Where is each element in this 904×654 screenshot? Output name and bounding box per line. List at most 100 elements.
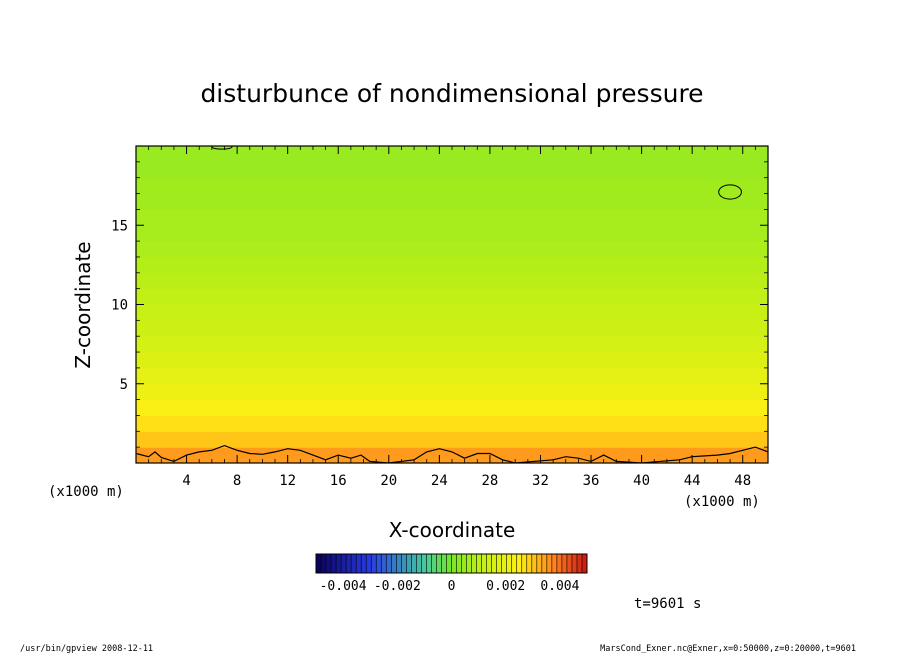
x-tick-label: 20 bbox=[380, 473, 397, 489]
colorbar-segment bbox=[456, 554, 462, 573]
colorbar-segment bbox=[471, 554, 477, 573]
field-band bbox=[136, 209, 768, 226]
x-tick-label: 48 bbox=[734, 473, 751, 489]
colorbar-tick-label: 0.004 bbox=[540, 579, 579, 594]
field-band bbox=[136, 320, 768, 337]
colorbar-segment bbox=[326, 554, 332, 573]
colorbar-segment bbox=[576, 554, 583, 573]
colorbar-segment bbox=[341, 554, 347, 573]
colorbar-segment bbox=[381, 554, 387, 573]
field-band bbox=[136, 146, 768, 163]
colorbar-segment bbox=[441, 554, 447, 573]
x-tick-label: 8 bbox=[233, 473, 241, 489]
colorbar-segment bbox=[316, 554, 322, 573]
colorbar-segment bbox=[501, 554, 508, 573]
x-tick-label: 12 bbox=[279, 473, 296, 489]
field-band bbox=[136, 383, 768, 401]
colorbar-tick-label: 0 bbox=[448, 579, 456, 594]
field-band bbox=[136, 304, 768, 321]
field-band bbox=[136, 256, 768, 274]
colorbar-segment bbox=[556, 554, 563, 573]
x-tick-label: 4 bbox=[182, 473, 190, 489]
field-band bbox=[136, 241, 768, 258]
colorbar-segment bbox=[346, 554, 352, 573]
colorbar-segment bbox=[561, 554, 568, 573]
x-tick-label: 28 bbox=[481, 473, 498, 489]
colorbar-tick-label: -0.004 bbox=[320, 579, 367, 594]
field-band bbox=[136, 225, 768, 242]
colorbar-segment bbox=[566, 554, 573, 573]
x-unit-label-right: (x1000 m) bbox=[684, 494, 760, 510]
y-tick-label: 15 bbox=[111, 218, 128, 234]
colorbar-segment bbox=[361, 554, 367, 573]
colorbar-segment bbox=[421, 554, 427, 573]
colorbar-segment bbox=[511, 554, 518, 573]
colorbar-segment bbox=[451, 554, 457, 573]
chart-title: disturbunce of nondimensional pressure bbox=[200, 79, 703, 108]
field-band bbox=[136, 288, 768, 306]
colorbar-segment bbox=[506, 554, 513, 573]
x-axis: 4 8 12 16 20 24 28 32 36 40 44 48 bbox=[148, 146, 756, 489]
colorbar-segment bbox=[531, 554, 538, 573]
colorbar-segment bbox=[321, 554, 327, 573]
y-tick-label: 5 bbox=[120, 377, 128, 393]
field-band bbox=[136, 161, 768, 179]
x-tick-label: 32 bbox=[532, 473, 549, 489]
y-axis: 5 10 15 bbox=[111, 161, 768, 448]
colorbar-segment bbox=[351, 554, 357, 573]
y-tick-label: 10 bbox=[111, 298, 128, 314]
colorbar-segment bbox=[546, 554, 553, 573]
zero-contour-line bbox=[136, 444, 768, 463]
colorbar-segment bbox=[411, 554, 417, 573]
colorbar-segment bbox=[336, 554, 342, 573]
x-tick-label: 40 bbox=[633, 473, 650, 489]
x-tick-label: 44 bbox=[684, 473, 701, 489]
colorbar-segment bbox=[431, 554, 437, 573]
contour-loop bbox=[718, 184, 742, 200]
time-label: t=9601 s bbox=[634, 596, 701, 612]
colorbar-segment bbox=[491, 554, 497, 573]
colorbar-frame bbox=[315, 553, 588, 574]
colorbar-segment bbox=[401, 554, 407, 573]
y-axis-label: Z-coordinate bbox=[71, 241, 95, 368]
field-band bbox=[136, 352, 768, 369]
colorbar bbox=[315, 553, 588, 574]
footer-left: /usr/bin/gpview 2008-12-11 bbox=[20, 644, 153, 654]
field-band bbox=[136, 415, 768, 432]
colorbar-segment bbox=[426, 554, 432, 573]
field-band bbox=[136, 399, 768, 417]
field-band bbox=[136, 193, 768, 210]
colorbar-segment bbox=[406, 554, 412, 573]
colorbar-segment bbox=[331, 554, 337, 573]
x-tick-label: 16 bbox=[330, 473, 347, 489]
field-band bbox=[136, 336, 768, 353]
x-axis-label: X-coordinate bbox=[389, 518, 516, 542]
colorbar-segment bbox=[466, 554, 472, 573]
colorbar-segment bbox=[486, 554, 492, 573]
colorbar-segment bbox=[416, 554, 422, 573]
colorbar-segment bbox=[526, 554, 533, 573]
colorbar-segment bbox=[476, 554, 482, 573]
pressure-field bbox=[136, 146, 768, 463]
colorbar-segment bbox=[516, 554, 523, 573]
colorbar-segment bbox=[461, 554, 467, 573]
field-band bbox=[136, 367, 768, 385]
field-band bbox=[136, 447, 768, 463]
colorbar-segment bbox=[371, 554, 377, 573]
x-unit-label-left: (x1000 m) bbox=[48, 484, 124, 500]
field-band bbox=[136, 272, 768, 290]
colorbar-segment bbox=[376, 554, 382, 573]
colorbar-segment bbox=[581, 554, 588, 573]
field-band bbox=[136, 431, 768, 448]
colorbar-segment bbox=[536, 554, 543, 573]
x-tick-label: 24 bbox=[431, 473, 448, 489]
colorbar-segment bbox=[446, 554, 452, 573]
colorbar-segment bbox=[436, 554, 442, 573]
field-band bbox=[136, 177, 768, 195]
x-tick-label: 36 bbox=[583, 473, 600, 489]
colorbar-segment bbox=[356, 554, 362, 573]
colorbar-segment bbox=[551, 554, 558, 573]
colorbar-segment bbox=[396, 554, 402, 573]
colorbar-tick-label: 0.002 bbox=[486, 579, 525, 594]
colorbar-tick-label: -0.002 bbox=[374, 579, 421, 594]
